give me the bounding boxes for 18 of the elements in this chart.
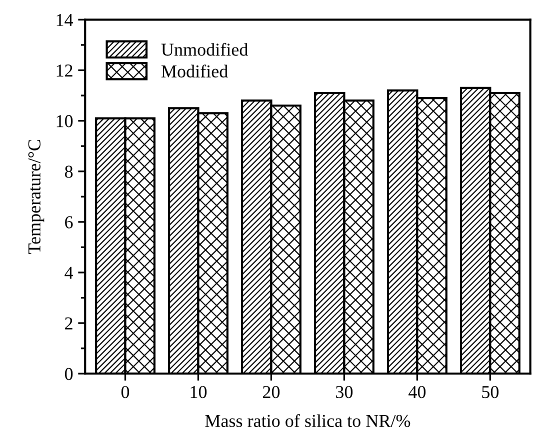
x-tick-label: 0 xyxy=(121,386,130,398)
y-tick-label: 2 xyxy=(65,317,72,330)
legend-label: Modified xyxy=(161,64,228,78)
y-tick-label: 10 xyxy=(56,115,73,128)
x-axis-title: Mass ratio of silica to NR/% xyxy=(205,414,410,428)
x-tick-label: 10 xyxy=(190,386,207,398)
x-tick-label: 40 xyxy=(408,386,426,398)
x-tick-label: 50 xyxy=(482,386,499,398)
y-tick-label: 12 xyxy=(56,64,72,76)
y-tick-label: 8 xyxy=(64,166,73,178)
x-tick-label: 20 xyxy=(262,386,280,398)
y-tick-label: 6 xyxy=(65,216,73,228)
y-tick-label: 0 xyxy=(64,368,73,380)
y-tick-label: 4 xyxy=(64,266,74,279)
x-tick-label: 30 xyxy=(336,386,353,398)
y-axis-title: Temperature/°C xyxy=(28,140,44,254)
legend-label: Unmodified xyxy=(161,42,248,56)
y-tick-label: 14 xyxy=(56,14,74,26)
